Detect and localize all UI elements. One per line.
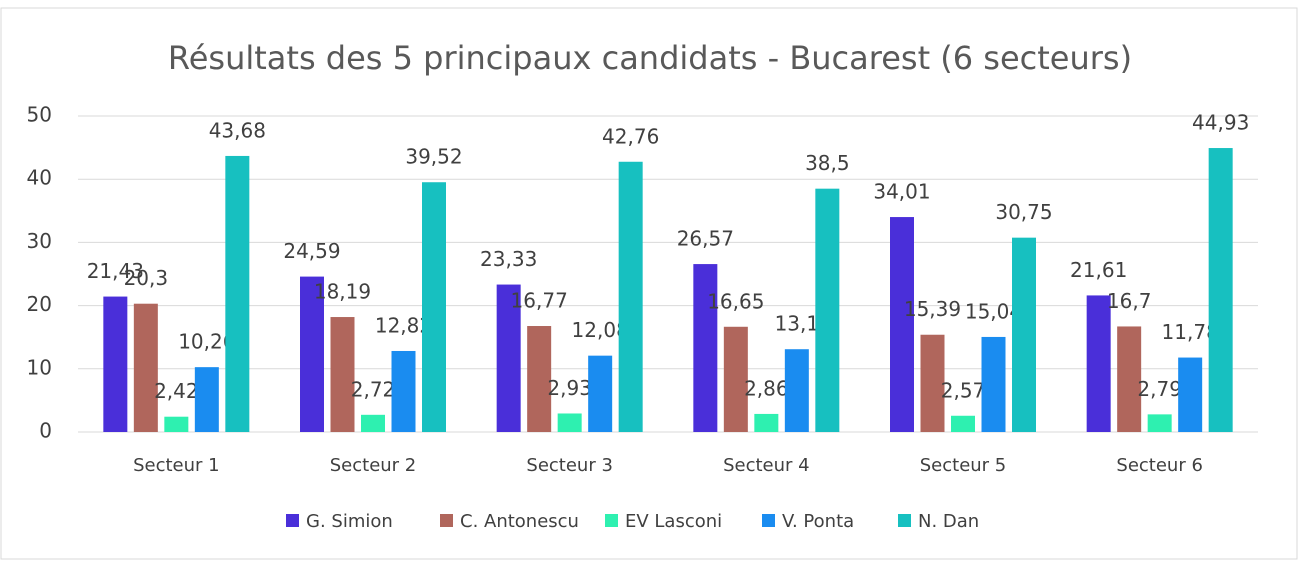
data-label: 16,7 [1107,289,1152,313]
data-label: 2,79 [1137,377,1182,401]
data-label: 18,19 [314,280,371,304]
bar [1117,326,1142,432]
data-label: 2,42 [154,379,199,403]
bar [784,349,809,432]
bar [330,317,355,432]
bar [103,296,128,432]
bar [723,326,748,432]
y-tick-label: 30 [27,229,52,253]
x-tick-label: Secteur 2 [330,455,417,476]
data-label: 26,57 [677,227,734,251]
bar [527,326,552,432]
data-label: 2,72 [351,377,396,401]
bar [133,303,158,432]
bar [557,413,582,432]
bar [693,264,718,432]
data-label: 16,77 [511,289,568,313]
data-label: 2,57 [941,378,986,402]
bar [164,416,189,432]
bar [225,155,250,433]
data-label: 23,33 [480,247,537,271]
x-tick-label: Secteur 6 [1116,455,1203,476]
legend-swatch [440,514,453,527]
legend-label: EV Lasconi [625,511,722,532]
bar [300,276,324,432]
data-label: 42,76 [602,124,659,148]
legend-swatch [286,514,299,527]
bar [951,415,975,432]
x-tick-label: Secteur 3 [526,455,613,476]
bar [1147,414,1172,432]
chart-border [0,7,1298,560]
legend-swatch [605,514,618,527]
legend-swatch [762,514,775,527]
data-label: 21,43 [87,259,144,283]
bar [618,161,643,432]
bar [890,217,914,432]
y-tick-label: 10 [27,355,52,379]
legend-swatch [898,514,911,527]
data-label: 2,86 [744,376,789,400]
data-label: 2,93 [547,376,592,400]
legend-label: G. Simion [306,511,393,532]
bar [981,336,1006,432]
data-label: 13,1 [775,312,820,336]
data-label: 44,93 [1192,111,1249,135]
x-tick-label: Secteur 1 [133,455,220,476]
bar [1208,148,1233,432]
bar [422,182,446,432]
data-label: 34,01 [873,180,930,204]
bar [588,355,613,432]
bar [361,414,385,432]
y-tick-label: 40 [27,166,52,190]
data-label: 30,75 [995,200,1052,224]
bar [920,334,945,432]
data-label: 24,59 [283,239,340,263]
legend-label: V. Ponta [782,511,854,532]
data-label: 21,61 [1070,258,1127,282]
bar [754,413,779,432]
data-label: 16,65 [707,289,764,313]
bar [194,367,219,432]
bar [391,350,416,432]
bar [496,284,521,432]
legend-label: N. Dan [918,511,979,532]
y-tick-label: 0 [39,419,52,443]
bar [1012,237,1036,432]
bar [1178,357,1203,432]
bar [1086,295,1111,432]
data-label: 39,52 [405,145,462,169]
legend-label: C. Antonescu [460,511,579,532]
data-label: 38,5 [805,151,850,175]
y-tick-label: 20 [27,292,52,316]
x-tick-label: Secteur 4 [723,455,810,476]
bar [815,188,840,432]
data-label: 43,68 [209,118,266,142]
y-tick-label: 50 [27,103,52,127]
chart-title: Résultats des 5 principaux candidats - B… [168,39,1132,77]
data-label: 20,3 [124,266,169,290]
x-tick-label: Secteur 5 [920,455,1007,476]
data-label: 15,39 [904,297,961,321]
